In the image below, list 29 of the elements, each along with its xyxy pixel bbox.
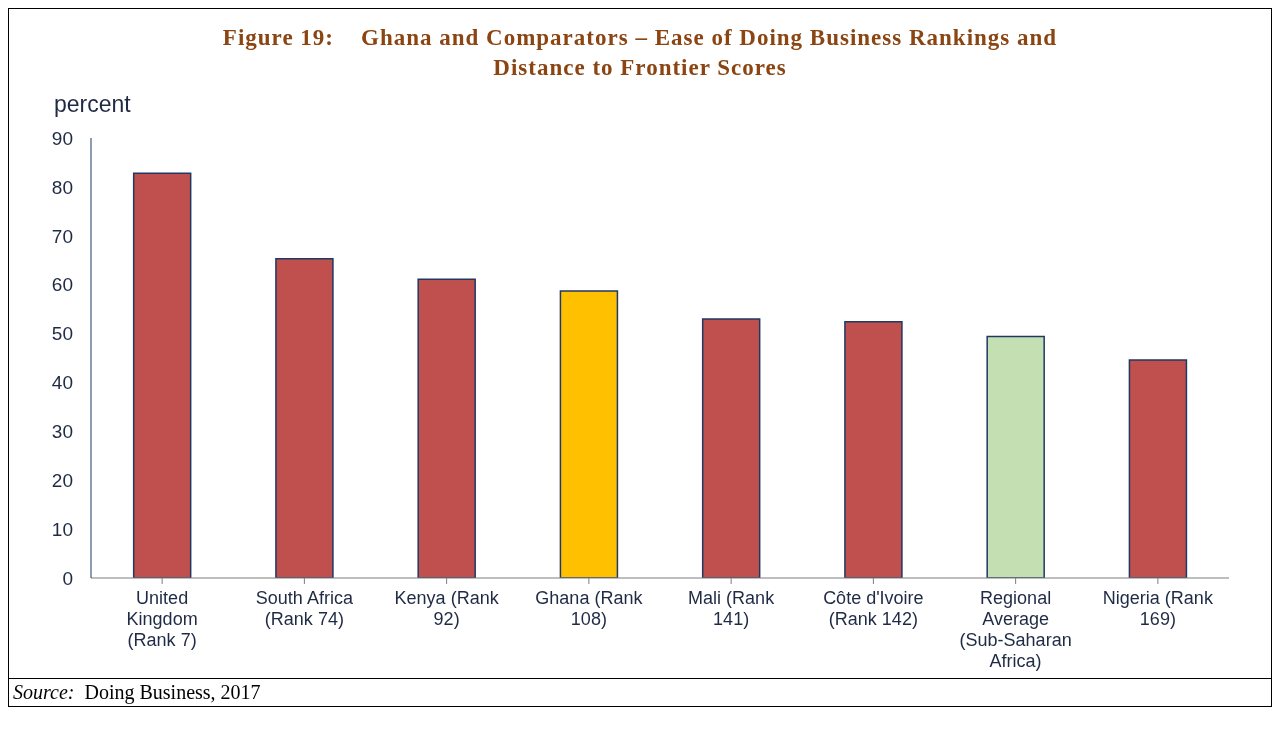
source-note: Source: Doing Business, 2017: [13, 681, 261, 703]
bar: [986, 335, 1045, 578]
bar: [844, 321, 903, 578]
bar: [559, 290, 619, 578]
y-tick-label: 60: [51, 274, 73, 296]
x-tick-label: Regional Average (Sub-Saharan Africa): [959, 588, 1072, 671]
y-tick-label: 10: [51, 518, 73, 540]
bar: [1128, 359, 1188, 578]
y-tick-label: 90: [51, 127, 73, 149]
x-tick-label: United Kingdom (Rank 7): [126, 588, 198, 650]
x-tick-label: Côte d'Ivoire (Rank 142): [823, 588, 924, 629]
bar: [417, 278, 476, 578]
y-tick-label: 70: [51, 225, 73, 247]
x-tick-label: Nigeria (Rank 169): [1102, 588, 1214, 629]
y-tick-label: 50: [51, 323, 73, 345]
x-tick-label: South Africa (Rank 74): [255, 588, 354, 629]
y-tick-label: 80: [51, 176, 73, 198]
y-tick-label: 20: [51, 469, 73, 491]
bar: [701, 318, 761, 578]
x-tick-label: Kenya (Rank 92): [394, 588, 500, 629]
y-tick-label: 0: [62, 567, 73, 589]
y-axis-title: percent: [54, 91, 132, 118]
x-tick-label: Ghana (Rank 108): [535, 588, 644, 629]
chart-title: Figure 19: Ghana and Comparators – Ease of Doing Business Rankings and Distance to Frontier Scores: [221, 24, 1059, 82]
bar: [132, 172, 192, 578]
y-tick-label: 40: [51, 372, 73, 394]
y-tick-label: 30: [51, 421, 73, 443]
bar: [275, 258, 334, 578]
x-tick-label: Mali (Rank 141): [688, 588, 776, 629]
